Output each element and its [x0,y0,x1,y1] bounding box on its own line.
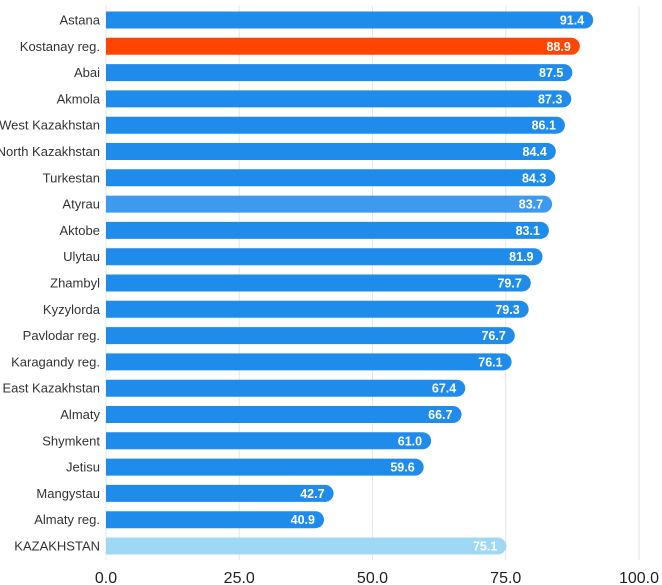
bar [106,484,334,502]
bar [106,511,324,529]
category-labels: Astana Kostanay reg. Abai Akmola West Kazakh… [0,13,101,554]
x-tick-label: 75.0 [490,570,521,585]
value-label: 42.7 [300,487,324,501]
x-tick-label: 50.0 [357,570,388,585]
value-label: 61.0 [398,434,422,448]
bars [106,11,594,555]
value-labels: 91.4 88.9 87.5 87.3 86.1 84.4 84.3 83.7 83.1 81.9… [291,14,585,554]
category-label: Atyrau [62,197,100,212]
bar [106,90,572,108]
bar [106,37,580,55]
value-label: 66.7 [428,408,452,422]
value-label: 40.9 [291,513,315,527]
x-tick-label: 25.0 [224,570,255,585]
category-label: Astana [60,13,101,28]
value-label: 79.7 [497,277,521,291]
category-label: North Kazakhstan [0,144,100,159]
bar [106,300,529,318]
category-label: Almaty reg. [34,512,100,527]
category-label: West Kazakhstan [0,118,100,133]
category-label: Almaty [60,407,100,422]
bar [106,143,556,160]
value-label: 59.6 [390,461,414,475]
category-label: Aktobe [60,223,100,238]
category-label: Kostanay reg. [20,39,100,54]
bar [106,537,507,555]
category-label: KAZAKHSTAN [14,539,100,554]
bar [106,432,432,450]
category-label: Turkestan [43,170,100,185]
bar [106,11,594,29]
value-label: 76.7 [481,329,505,343]
category-label: Zhambyl [50,276,100,291]
x-tick-label: 0.0 [95,570,117,585]
category-label: Abai [74,65,100,80]
category-label: Kyzylorda [43,302,101,317]
bar [106,379,466,397]
bar [106,353,512,371]
value-label: 87.3 [538,92,562,106]
bar [106,169,556,187]
category-label: Ulytau [63,249,100,264]
bar [106,116,565,134]
category-label: Shymkent [42,433,100,448]
value-label: 91.4 [560,14,584,28]
value-label: 84.4 [523,145,547,159]
value-label: 83.1 [516,224,540,238]
bar [106,274,531,292]
value-label: 83.7 [519,198,543,212]
category-label: Akmola [57,91,101,106]
value-label: 76.1 [478,355,502,369]
bar [106,248,543,266]
x-axis-tick-labels: 0.0 25.0 50.0 75.0 100.0 [95,570,659,585]
value-label: 81.9 [509,250,533,264]
bar [106,195,553,213]
bar [106,221,549,239]
category-label: Pavlodar reg. [23,328,100,343]
category-label: Mangystau [36,486,100,501]
value-label: 75.1 [473,540,497,554]
value-label: 86.1 [532,119,556,133]
category-label: Karagandy reg. [11,354,100,369]
x-tick-label: 100.0 [619,570,659,585]
bar [106,458,424,476]
value-label: 88.9 [546,40,570,54]
bar [106,406,462,423]
value-label: 67.4 [432,382,456,396]
bar [106,327,515,345]
value-label: 79.3 [495,303,519,317]
category-label: Jetisu [66,460,100,475]
bar [106,64,573,82]
value-label: 87.5 [539,66,563,80]
category-label: East Kazakhstan [2,381,100,396]
value-label: 84.3 [522,171,546,185]
